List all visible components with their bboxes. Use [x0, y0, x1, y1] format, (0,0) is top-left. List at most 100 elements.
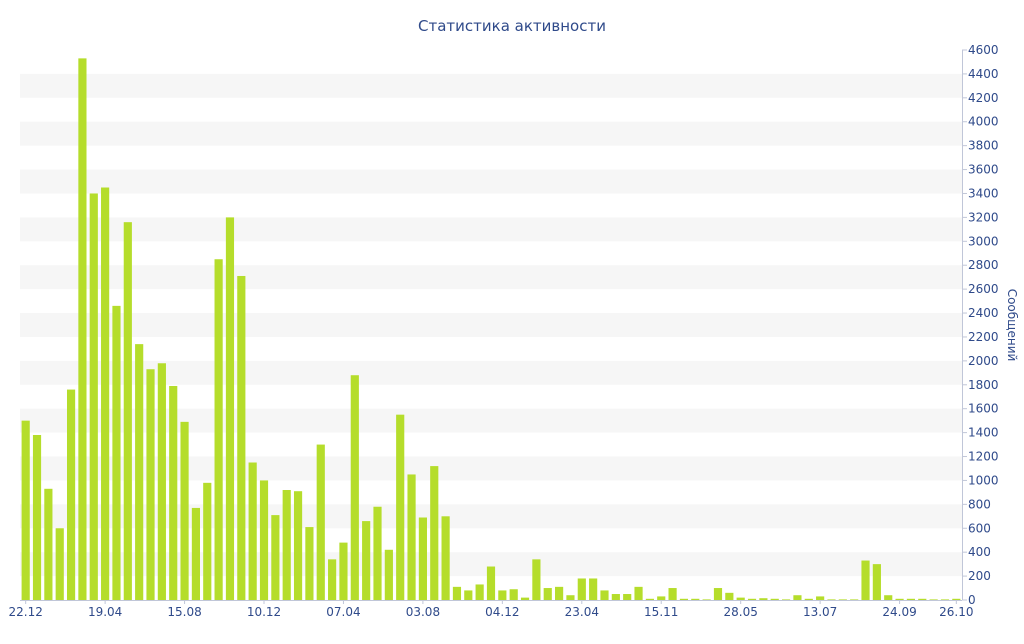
x-tick-label: 28.05 — [724, 605, 758, 619]
bar — [691, 598, 700, 600]
bar — [441, 516, 450, 600]
bar — [725, 592, 734, 600]
grid-band — [20, 73, 962, 98]
bar — [952, 598, 961, 600]
bar — [555, 586, 564, 600]
y-tick-label: 2600 — [968, 282, 999, 296]
y-tick-label: 3200 — [968, 210, 999, 224]
bar — [316, 444, 325, 600]
y-tick-label: 2800 — [968, 258, 999, 272]
bar — [293, 491, 303, 600]
bar — [668, 588, 677, 600]
bar — [101, 187, 110, 600]
bar — [895, 598, 904, 600]
x-tick-label: 15.08 — [167, 605, 201, 619]
bar — [339, 542, 348, 600]
bar — [407, 474, 416, 600]
bar — [430, 466, 439, 600]
bar — [384, 549, 393, 600]
y-tick-label: 2000 — [968, 354, 999, 368]
y-tick-label: 4000 — [968, 115, 999, 129]
bar — [350, 375, 359, 600]
bar — [282, 490, 291, 600]
bar — [362, 521, 371, 600]
bar — [271, 515, 280, 600]
grid-band — [20, 169, 962, 194]
bar — [259, 480, 269, 600]
bar — [759, 598, 768, 600]
y-tick-label: 600 — [968, 521, 991, 535]
x-tick-label: 22.12 — [8, 605, 42, 619]
bar — [634, 586, 643, 600]
bar — [191, 507, 200, 600]
bar — [566, 595, 575, 600]
bar — [66, 389, 76, 600]
x-tick-label: 13.07 — [803, 605, 837, 619]
bar — [123, 222, 132, 601]
bar — [793, 595, 802, 600]
y-tick-label: 400 — [968, 545, 991, 559]
bar — [486, 566, 496, 600]
y-tick-label: 4200 — [968, 91, 999, 105]
bar — [884, 595, 893, 600]
bar — [736, 597, 745, 600]
bar — [747, 598, 757, 600]
bar — [838, 599, 847, 600]
y-tick-label: 2200 — [968, 330, 999, 344]
x-tick-label: 23.04 — [565, 605, 599, 619]
y-tick-label: 3800 — [968, 139, 999, 153]
y-tick-label: 4600 — [968, 43, 999, 57]
bar — [679, 598, 689, 600]
y-axis-label: Сообщений — [1005, 289, 1019, 362]
bar — [611, 594, 620, 600]
y-tick-label: 1600 — [968, 402, 999, 416]
y-tick-label: 2400 — [968, 306, 999, 320]
y-tick-label: 1200 — [968, 450, 999, 464]
bar — [225, 217, 235, 600]
bar — [872, 564, 881, 600]
bar — [328, 559, 337, 600]
y-tick-label: 1400 — [968, 426, 999, 440]
bar — [702, 599, 711, 600]
bar — [305, 527, 314, 600]
bars-group — [21, 58, 961, 601]
bar — [214, 259, 223, 600]
grid-band — [20, 121, 962, 146]
bar — [32, 435, 42, 600]
bar — [713, 588, 723, 600]
bar — [373, 506, 382, 600]
bar — [600, 590, 609, 600]
bar — [589, 578, 598, 600]
x-tick-label: 15.11 — [644, 605, 678, 619]
bar — [929, 599, 938, 600]
bar — [816, 596, 825, 600]
bar — [532, 559, 541, 600]
grid-band — [20, 217, 962, 242]
grid-bands — [20, 73, 962, 577]
bar — [782, 599, 791, 600]
x-tick-label: 07.04 — [326, 605, 360, 619]
bar — [180, 421, 189, 600]
chart-title: Статистика активности — [418, 17, 606, 35]
bar — [498, 590, 507, 600]
y-tick-label: 1000 — [968, 473, 999, 487]
bar — [55, 528, 64, 600]
bar — [452, 586, 462, 600]
grid-band — [20, 313, 962, 337]
grid-band — [20, 360, 962, 385]
y-tick-label: 200 — [968, 569, 991, 583]
x-tick-label: 10.12 — [247, 605, 281, 619]
bar — [520, 597, 530, 600]
bar — [146, 369, 155, 600]
bar — [248, 462, 257, 600]
x-tick-label: 24.09 — [882, 605, 916, 619]
bar — [577, 578, 586, 600]
bar — [940, 599, 950, 600]
bar — [44, 488, 53, 600]
bar — [135, 344, 144, 600]
y-tick-label: 3400 — [968, 186, 999, 200]
bar — [657, 596, 666, 600]
bar — [770, 598, 779, 600]
